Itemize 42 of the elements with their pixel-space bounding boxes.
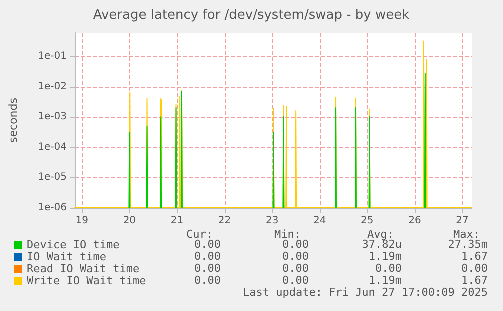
y-tick-label: 1e-03: [38, 112, 67, 123]
text: 0.00: [194, 250, 222, 263]
text: Min:: [274, 228, 302, 241]
text: 0.00: [282, 274, 310, 287]
x-tick-label: 19: [76, 216, 88, 226]
text: 27.35m: [448, 238, 488, 251]
text: 0.00: [282, 262, 310, 275]
y-tick-label: 1e-06: [38, 202, 67, 214]
legend-label: Read IO Wait time: [27, 262, 140, 276]
x-tick-label: 26: [408, 216, 422, 226]
text: Max:: [454, 228, 480, 241]
text: 37.82u: [362, 238, 402, 251]
x-tick-label: 24: [313, 216, 326, 226]
chart-title: Average latency for /dev/system/swap - by week: [93, 8, 410, 23]
text: 1.67: [462, 250, 488, 263]
y-tick-label: 1e-04: [38, 142, 67, 153]
legend-label: Device IO time: [27, 238, 120, 252]
y-tick-label: 1e-05: [38, 172, 67, 184]
text: 1.19m: [368, 274, 402, 287]
text: 0.00: [376, 262, 402, 275]
text: 1.67: [462, 274, 488, 287]
text: 0.00: [282, 238, 310, 251]
text: 1.19m: [368, 250, 402, 263]
text: 0.00: [194, 262, 222, 275]
text: 0.00: [194, 274, 222, 287]
x-tick-label: 25: [361, 216, 374, 226]
y-axis-title: seconds: [7, 98, 20, 143]
text: Avg:: [368, 228, 394, 241]
y-tick-label: 1e-01: [38, 51, 67, 62]
x-tick-label: 27: [456, 216, 469, 226]
text: 0.00: [194, 238, 222, 251]
x-tick-label: 22: [218, 216, 232, 226]
text: 0.00: [282, 250, 310, 263]
text: Cur:: [186, 228, 214, 241]
x-tick-label: 20: [123, 216, 136, 226]
legend-label: IO Wait time: [27, 250, 106, 264]
text: 0.00: [462, 262, 488, 275]
legend-label: Write IO Wait time: [27, 274, 146, 288]
y-tick-label: 1e-02: [38, 81, 67, 92]
x-tick-label: 21: [170, 216, 184, 226]
x-tick-label: 23: [266, 216, 279, 226]
text: Last update: Fri Jun 27 17:00:09 2025: [242, 286, 488, 299]
